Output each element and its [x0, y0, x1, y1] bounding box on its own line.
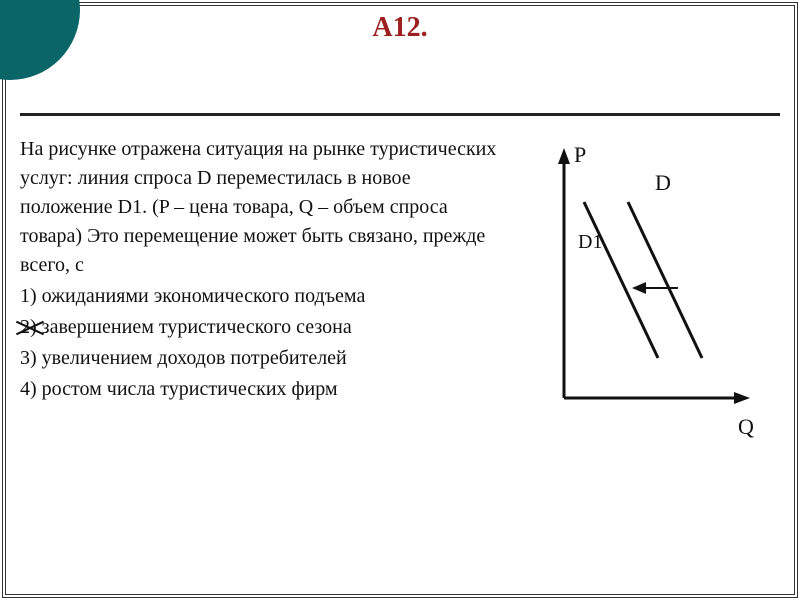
choice-text: завершением туристического сезона — [42, 316, 352, 338]
question-body: На рисунке отражена ситуация на рынке ту… — [20, 135, 500, 406]
question-code: А12. — [0, 12, 800, 44]
choice-3: 3) увеличением доходов потребителей — [20, 344, 500, 373]
axis-label-P: P — [574, 142, 586, 167]
demand-shift-chart: P Q D D1 — [540, 140, 760, 450]
choices-list: 1) ожиданиями экономического подъема 2) … — [20, 282, 500, 404]
choice-num: 3) — [20, 347, 37, 369]
curve-label-D: D — [655, 170, 671, 195]
y-axis-arrowhead — [558, 148, 570, 164]
choice-text: ожиданиями экономического подъема — [42, 285, 366, 307]
question-text: На рисунке отражена ситуация на рынке ту… — [20, 135, 500, 280]
shift-arrow-head — [632, 282, 646, 294]
title-divider — [20, 113, 780, 116]
choice-num: 1) — [20, 285, 37, 307]
axis-label-Q: Q — [738, 414, 754, 439]
curve-D — [628, 202, 702, 358]
choice-text: увеличением доходов потребителей — [42, 347, 347, 369]
curve-label-D1: D1 — [578, 231, 602, 253]
choice-4: 4) ростом числа туристических фирм — [20, 375, 500, 404]
choice-num-crossed: 2) — [20, 316, 37, 338]
choice-1: 1) ожиданиями экономического подъема — [20, 282, 500, 311]
x-axis-arrowhead — [734, 392, 750, 404]
choice-num: 4) — [20, 378, 37, 400]
curve-D1 — [584, 202, 658, 358]
choice-2: 2) завершением туристического сезона — [20, 313, 500, 342]
choice-text: ростом числа туристических фирм — [42, 378, 338, 400]
